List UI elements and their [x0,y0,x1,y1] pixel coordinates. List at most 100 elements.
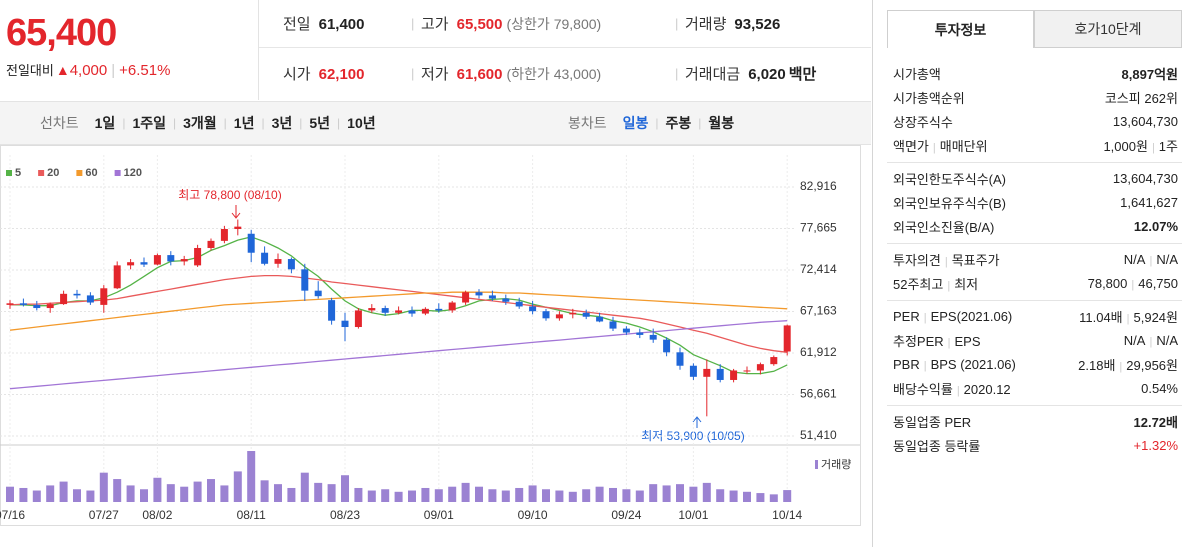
nav-item[interactable]: 주봉 [665,115,692,131]
y-tick-label: 61,912 [800,345,837,359]
low-arrow [692,416,702,428]
candle-body [730,370,738,380]
info-value: 1,000원 | 1주 [1103,136,1178,155]
current-price: 65,400 [6,12,117,54]
label-part: 매매단위 [939,138,988,154]
separator: | [1131,278,1135,291]
investment-info: 시가총액 8,897억원 시가총액순위 코스피 262위 상장주식수 13,604,730… [887,58,1182,462]
nav-item[interactable]: 일봉 [622,115,649,131]
volume-bar [354,487,363,502]
y-tick-label: 56,661 [800,387,837,401]
candle-body [676,352,684,366]
info-value: 13,604,730 [1113,171,1178,186]
nav-item[interactable]: 5년 [309,115,331,131]
y-tick-label: 51,410 [800,428,837,442]
high-arrow [231,205,241,219]
separator: | [675,16,679,31]
volume-bar [408,490,416,502]
legend-swatch [76,170,83,176]
nav-item[interactable]: 1년 [233,115,255,131]
chart-period-nav: 선차트 1일 | 1주일 | 3개월 | 1년 | 3년 | 5년 | 10년 봉차트 일봉 | 주봉 | 월봉 [0,101,871,145]
info-label: 상장주식수 [893,112,953,131]
info-row: 시가총액 8,897억원 [887,61,1182,85]
candle-body [341,320,349,328]
info-value: 13,604,730 [1113,114,1178,129]
nav-heading: 선차트 [40,115,79,131]
value-part: 29,956원 [1126,357,1178,373]
candle-body [314,290,322,297]
label-part: BPS (2021.06) [930,356,1016,372]
volume-bar [166,484,175,502]
nav-heading: 봉차트 [568,115,607,131]
volume-bar [233,471,242,502]
quote-unit: 백만 [788,66,817,83]
x-tick-label: 08/23 [330,508,360,522]
change-amount: 4,000 [69,62,108,79]
value-part: 2.18배 [1078,357,1116,373]
quote-panel: 65,400 전일대비 ▲4,000 | +6.51% | | 전일 61,400 고가 65,… [0,0,873,547]
candle-body [756,364,764,371]
separator: | [932,141,936,154]
candle-body [689,365,697,377]
ma-line [9,291,788,331]
quote-row: | | 전일 61,400 고가 65,500 (상한가 79,800) 거래량 93,526 [259,0,871,48]
candle-body [475,292,483,296]
tab[interactable]: 투자정보 [887,10,1034,48]
value-part: 5,924원 [1133,309,1179,325]
separator: | [1149,335,1153,348]
volume-bar [635,490,644,502]
volume-bar [207,479,215,502]
candle-body [569,312,577,315]
nav-item[interactable]: 3년 [271,115,293,131]
volume-bar [434,489,443,502]
legend-label: 20 [47,167,59,179]
info-value: 코스피 262위 [1105,88,1178,107]
nav-item[interactable]: 월봉 [708,115,735,131]
nav-item[interactable]: 3개월 [183,115,217,131]
candle-body [274,259,282,264]
volume-legend-swatch [815,460,818,469]
info-label: PBR | BPS (2021.06) [893,357,1016,372]
quote-label: 저가 [421,66,449,83]
volume-bar [528,485,537,502]
label-part: 외국인보유주식수(B) [893,195,1007,211]
separator: | [1151,141,1155,154]
volume-bar [367,490,376,502]
volume-bar [86,490,95,502]
info-value: N/A | N/A [1124,252,1178,267]
nav-item[interactable]: 10년 [347,115,376,131]
legend-swatch [38,170,45,176]
tab[interactable]: 호가10단계 [1034,10,1182,48]
volume-bar [622,489,631,502]
separator: | [956,384,960,397]
value-part: 13,604,730 [1112,113,1178,129]
candle-body [529,306,537,312]
info-label: 동일업종 PER [893,412,971,431]
price-change: 전일대비 ▲4,000 | +6.51% [6,60,170,79]
label-part: 목표주가 [951,252,1000,268]
y-tick-label: 77,665 [800,221,837,235]
volume-bar [702,482,711,502]
quote-cell: 전일 61,400 [283,13,365,34]
separator: | [944,255,948,268]
candle-body [247,233,255,253]
candle-body [636,332,644,335]
volume-bar [662,485,671,502]
label-part: PBR [893,356,920,372]
volume-bar [743,491,751,502]
quote-note: (하한가 43,000) [506,66,602,82]
volume-bar [542,489,550,502]
x-tick-label: 10/01 [678,508,708,522]
volume-bar [649,484,658,502]
info-row: PBR | BPS (2021.06) 2.18배 | 29,956원 [887,352,1182,376]
volume-bar [220,485,229,502]
candle-body [555,314,563,319]
quote-value: 61,400 [318,16,365,33]
nav-item[interactable]: 1일 [94,115,116,131]
separator: | [655,116,659,130]
volume-bar [46,485,55,502]
label-part: 추정PER [893,333,944,349]
nav-group: 봉차트 일봉 | 주봉 | 월봉 [568,102,734,144]
nav-item[interactable]: 1주일 [132,115,166,131]
info-value: 11.04배 | 5,924원 [1079,307,1178,326]
